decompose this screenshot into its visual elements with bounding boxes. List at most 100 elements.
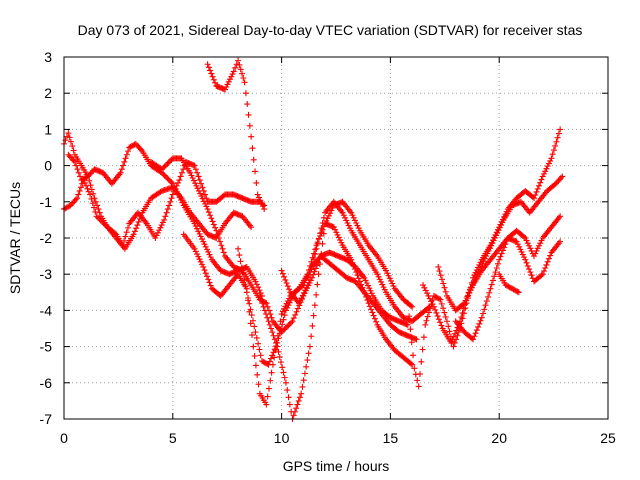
- data-point: [261, 206, 268, 213]
- data-point: [283, 279, 290, 286]
- data-point: [433, 294, 440, 301]
- data-point: [285, 394, 292, 401]
- data-point: [131, 228, 138, 235]
- data-point: [245, 294, 252, 301]
- data-point: [481, 255, 488, 262]
- data-point: [428, 298, 435, 305]
- data-point: [353, 269, 360, 276]
- data-point: [475, 323, 482, 330]
- data-point: [470, 336, 477, 343]
- data-point: [420, 282, 427, 289]
- data-point: [124, 224, 131, 231]
- data-point: [167, 198, 174, 205]
- data-point: [178, 169, 185, 176]
- data-point: [350, 262, 357, 269]
- x-tick-label: 25: [600, 430, 616, 446]
- data-point: [192, 223, 199, 230]
- data-point: [88, 195, 95, 202]
- data-point: [154, 229, 161, 236]
- data-point: [273, 339, 280, 346]
- data-point: [557, 238, 564, 245]
- data-point: [82, 174, 89, 181]
- data-point: [96, 209, 103, 216]
- data-point: [421, 284, 428, 291]
- data-point: [557, 213, 564, 220]
- data-point: [534, 185, 541, 192]
- data-point: [260, 303, 267, 310]
- data-point: [544, 258, 551, 265]
- data-point: [191, 162, 198, 169]
- data-point: [157, 188, 164, 195]
- data-point: [524, 240, 531, 247]
- data-point: [368, 290, 375, 297]
- data-point: [67, 154, 74, 161]
- data-point: [228, 73, 235, 80]
- data-point: [205, 209, 212, 216]
- data-point: [354, 272, 361, 279]
- data-point: [345, 222, 352, 229]
- data-point: [88, 186, 95, 193]
- data-point: [73, 162, 80, 169]
- data-point: [197, 233, 204, 240]
- data-point: [370, 312, 377, 319]
- data-point: [70, 147, 77, 154]
- data-point: [264, 393, 271, 400]
- data-point: [414, 377, 421, 384]
- x-tick-label: 0: [60, 430, 68, 446]
- data-point: [309, 322, 316, 329]
- data-point: [362, 277, 369, 284]
- data-point: [164, 175, 171, 182]
- y-tick-label: 2: [44, 85, 52, 101]
- data-point: [243, 289, 250, 296]
- data-point: [502, 241, 509, 248]
- data-point: [334, 231, 341, 238]
- data-point: [161, 216, 168, 223]
- data-point: [294, 401, 301, 408]
- data-point: [555, 130, 562, 137]
- data-point: [192, 180, 199, 187]
- data-point: [271, 336, 278, 343]
- data-point: [263, 401, 270, 408]
- data-point: [286, 286, 293, 293]
- data-point: [535, 242, 542, 249]
- data-point: [547, 252, 554, 259]
- data-point: [163, 209, 170, 216]
- data-point: [386, 275, 393, 282]
- data-point: [555, 177, 562, 184]
- data-point: [465, 292, 472, 299]
- data-point: [152, 235, 159, 241]
- y-tick-label: -4: [40, 302, 53, 318]
- data-point: [319, 220, 326, 227]
- data-point: [130, 231, 137, 238]
- data-point: [501, 244, 508, 251]
- data-point: [361, 274, 368, 281]
- data-point: [190, 177, 197, 184]
- data-point: [196, 177, 203, 184]
- data-point: [252, 278, 259, 285]
- data-point: [481, 306, 488, 313]
- data-point: [163, 173, 169, 180]
- y-tick-label: 1: [44, 121, 52, 137]
- data-point: [191, 220, 198, 227]
- data-point: [175, 191, 182, 198]
- data-point: [513, 287, 520, 294]
- data-point: [208, 215, 215, 222]
- data-point: [491, 235, 498, 241]
- data-point: [255, 284, 262, 291]
- data-point: [513, 238, 520, 245]
- data-point: [206, 279, 213, 286]
- data-point: [69, 156, 76, 163]
- series-arc13: [452, 235, 564, 343]
- data-point: [247, 306, 254, 313]
- data-point: [346, 225, 353, 232]
- data-point: [255, 381, 262, 388]
- data-point: [188, 172, 195, 179]
- data-point: [526, 266, 533, 273]
- data-point: [409, 361, 416, 368]
- data-marks: [61, 57, 566, 422]
- data-point: [542, 168, 549, 175]
- data-point: [290, 315, 297, 322]
- data-point: [312, 265, 319, 272]
- data-point: [486, 245, 493, 252]
